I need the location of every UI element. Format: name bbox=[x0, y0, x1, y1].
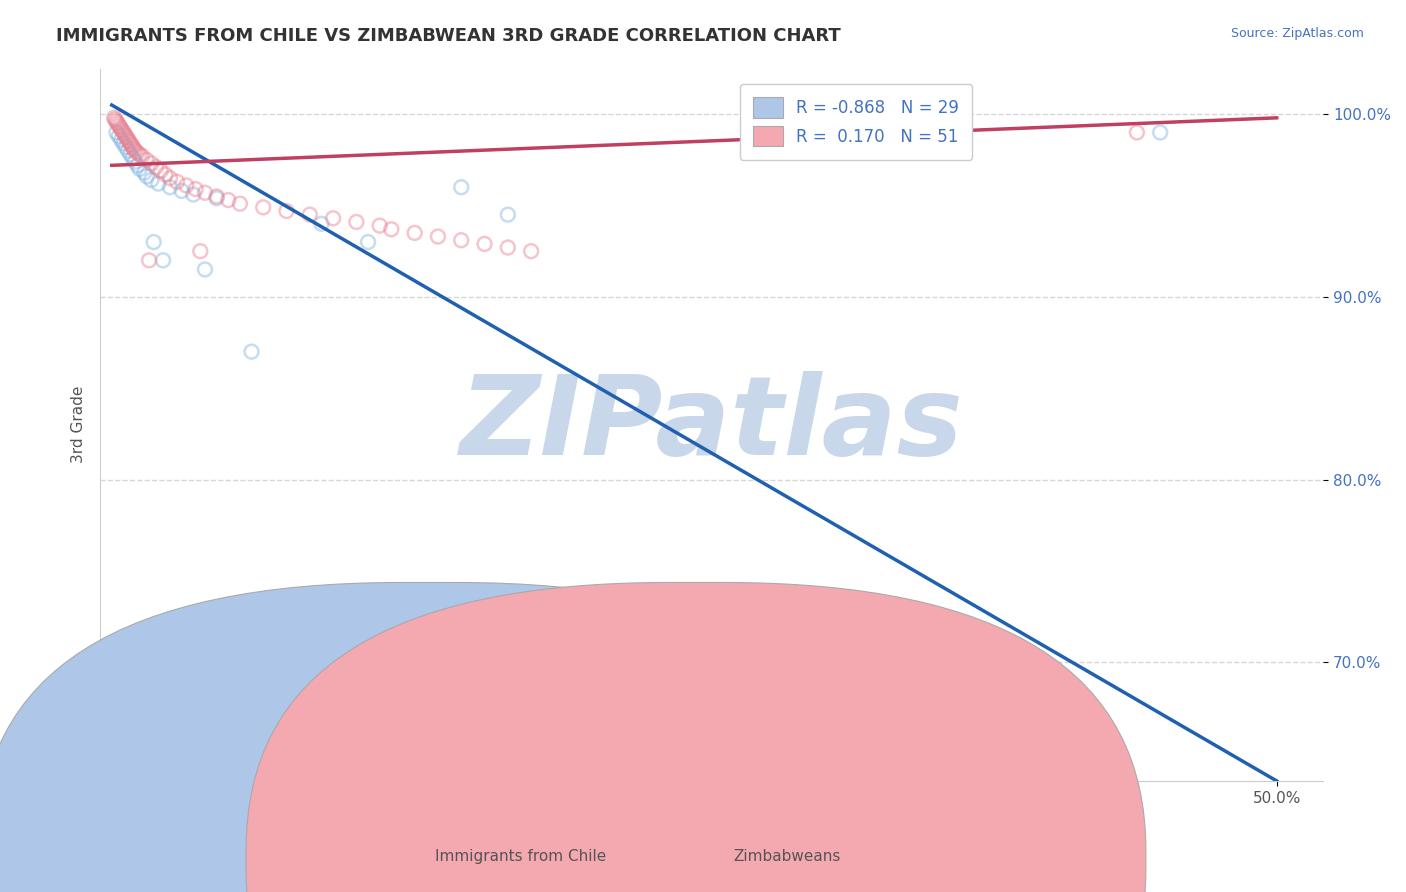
Point bbox=[380, 222, 402, 236]
Point bbox=[152, 253, 174, 268]
Point bbox=[135, 153, 157, 167]
Point bbox=[240, 344, 263, 359]
Point bbox=[107, 118, 129, 132]
Point bbox=[368, 219, 391, 233]
Point bbox=[322, 211, 344, 226]
FancyBboxPatch shape bbox=[0, 582, 879, 892]
Point bbox=[1149, 125, 1171, 139]
Point bbox=[114, 128, 136, 142]
Text: Source: ZipAtlas.com: Source: ZipAtlas.com bbox=[1230, 27, 1364, 40]
Point bbox=[112, 125, 135, 139]
Point bbox=[298, 208, 321, 222]
Legend: R = -0.868   N = 29, R =  0.170   N = 51: R = -0.868 N = 29, R = 0.170 N = 51 bbox=[740, 84, 973, 160]
Point bbox=[112, 136, 135, 151]
Point bbox=[159, 171, 181, 186]
Text: ZIPatlas: ZIPatlas bbox=[460, 371, 963, 478]
Point bbox=[520, 244, 543, 259]
Point bbox=[344, 215, 367, 229]
Point bbox=[124, 144, 146, 158]
Point bbox=[118, 135, 141, 149]
Point bbox=[115, 131, 138, 145]
Point bbox=[846, 728, 869, 742]
Point bbox=[188, 244, 211, 259]
Point bbox=[111, 123, 134, 137]
Point bbox=[205, 189, 228, 203]
Point bbox=[105, 114, 128, 128]
FancyBboxPatch shape bbox=[246, 582, 1146, 892]
Point bbox=[117, 144, 139, 158]
Point bbox=[194, 186, 217, 200]
Point bbox=[135, 169, 157, 184]
Point bbox=[127, 145, 149, 160]
Point bbox=[104, 112, 127, 127]
Point bbox=[120, 147, 142, 161]
Point bbox=[181, 187, 204, 202]
Point bbox=[276, 204, 298, 219]
Point bbox=[148, 177, 170, 191]
Point bbox=[149, 163, 172, 178]
Point bbox=[122, 142, 145, 156]
Point bbox=[311, 217, 333, 231]
Point bbox=[166, 175, 188, 189]
Point bbox=[176, 178, 198, 193]
Point bbox=[138, 253, 160, 268]
Point bbox=[145, 160, 167, 174]
Point bbox=[141, 156, 163, 170]
Point bbox=[105, 125, 128, 139]
Point bbox=[170, 184, 193, 198]
Point bbox=[450, 233, 472, 247]
Point bbox=[205, 191, 228, 205]
Point bbox=[155, 168, 177, 182]
Point bbox=[426, 229, 449, 244]
Point bbox=[121, 151, 143, 165]
Point bbox=[121, 140, 143, 154]
Point bbox=[474, 236, 496, 251]
Y-axis label: 3rd Grade: 3rd Grade bbox=[72, 386, 86, 464]
Point bbox=[121, 138, 143, 153]
Point bbox=[120, 136, 142, 151]
Point bbox=[217, 193, 239, 207]
Point bbox=[357, 235, 380, 249]
Point bbox=[107, 129, 129, 144]
Text: IMMIGRANTS FROM CHILE VS ZIMBABWEAN 3RD GRADE CORRELATION CHART: IMMIGRANTS FROM CHILE VS ZIMBABWEAN 3RD … bbox=[56, 27, 841, 45]
Point bbox=[142, 235, 165, 249]
Point bbox=[108, 120, 131, 134]
Point bbox=[159, 180, 181, 194]
Point bbox=[252, 200, 274, 214]
Point bbox=[110, 121, 132, 136]
Point bbox=[124, 154, 146, 169]
Point bbox=[110, 133, 132, 147]
Point bbox=[134, 166, 156, 180]
Point bbox=[103, 111, 125, 125]
Point bbox=[128, 147, 150, 161]
Point bbox=[450, 180, 472, 194]
Point bbox=[114, 140, 136, 154]
Point bbox=[194, 262, 217, 277]
Point bbox=[117, 133, 139, 147]
Text: Immigrants from Chile: Immigrants from Chile bbox=[434, 849, 606, 863]
Point bbox=[496, 208, 519, 222]
Point bbox=[141, 173, 163, 187]
Point bbox=[128, 161, 150, 176]
Point bbox=[107, 116, 129, 130]
Point bbox=[184, 182, 207, 196]
Point bbox=[131, 149, 153, 163]
Point bbox=[404, 226, 426, 240]
Point bbox=[496, 241, 519, 255]
Text: Zimbabweans: Zimbabweans bbox=[734, 849, 841, 863]
Point bbox=[229, 196, 252, 211]
Point bbox=[1126, 125, 1149, 139]
Point bbox=[114, 129, 136, 144]
Point bbox=[127, 158, 149, 172]
